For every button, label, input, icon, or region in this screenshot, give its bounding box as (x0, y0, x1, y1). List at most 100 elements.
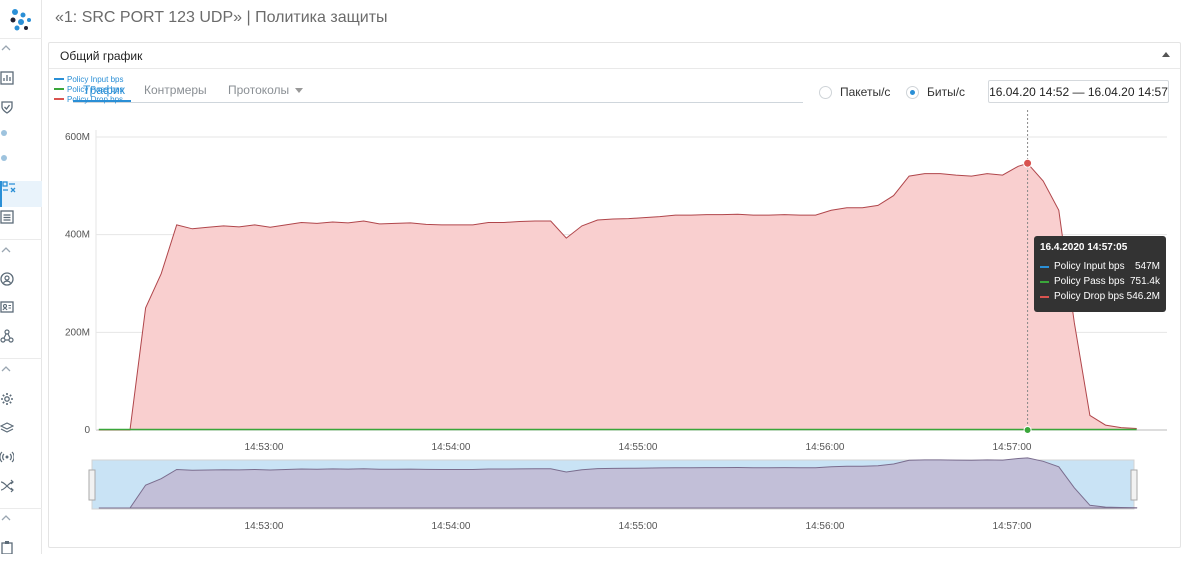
tooltip-series-name: Policy Input bps (1054, 261, 1125, 272)
sidebar-item-reports[interactable] (0, 540, 42, 566)
page-title: «1: SRC PORT 123 UDP» | Политика защиты (55, 9, 388, 26)
legend-label: Policy Drop bps (67, 94, 124, 104)
navigator-x-tick-label: 14:55:00 (619, 521, 658, 532)
collapse-section-button[interactable] (0, 512, 42, 538)
y-tick-label: 0 (84, 425, 90, 436)
collapse-section-button[interactable] (0, 363, 42, 389)
tab-protocols[interactable]: Протоколы (228, 83, 304, 97)
active-tab-indicator (73, 100, 131, 102)
list-icon (0, 210, 14, 224)
sidebar-item-list[interactable] (0, 210, 42, 236)
navigator-x-tick-label: 14:53:00 (245, 521, 284, 532)
radio-button[interactable] (819, 85, 832, 99)
x-tick-label: 14:56:00 (806, 442, 845, 453)
series-area-policy-drop (98, 163, 1137, 430)
id-card-icon (0, 301, 14, 313)
y-tick-label: 600M (65, 132, 90, 143)
sidebar-item-accounts[interactable] (0, 300, 42, 326)
traffic-chart[interactable]: 0 200M 400M 600M 14:53:00 14:54:00 14:55:00 14:… (0, 0, 1185, 554)
legend-swatch-input (54, 78, 64, 80)
y-tick-label: 400M (65, 230, 90, 241)
chevron-up-icon (1, 45, 11, 51)
radio-packets-label: Пакеты/с (840, 85, 891, 99)
tooltip-swatch (1040, 265, 1049, 268)
layers-icon (0, 422, 14, 433)
tooltip-series-name: Policy Drop bps (1054, 291, 1125, 302)
sidebar-item-sub-2[interactable] (0, 154, 42, 180)
routing-icon (0, 479, 14, 493)
gear-icon (1, 393, 13, 405)
sidebar-item-settings[interactable] (0, 392, 42, 418)
collapse-section-button[interactable] (0, 42, 42, 68)
navigator-handle-left[interactable] (88, 469, 96, 501)
dot-icon (1, 130, 7, 136)
tooltip-series-value: 546.2M (1126, 291, 1160, 302)
navigator-x-tick-label: 14:57:00 (993, 521, 1032, 532)
tooltip-series-value: 751.4k (1129, 276, 1160, 287)
legend-swatch-drop (54, 98, 64, 100)
x-tick-label: 14:53:00 (245, 442, 284, 453)
network-icon (0, 329, 14, 343)
navigator-x-tick-label: 14:56:00 (806, 521, 845, 532)
legend-swatch-pass (54, 88, 64, 90)
legend-item[interactable]: Policy Input bps (54, 74, 123, 84)
sidebar-item-routing[interactable] (0, 479, 42, 505)
tooltip-swatch (1040, 280, 1049, 283)
sidebar-item-protection[interactable] (0, 100, 42, 126)
sidebar-item-policies[interactable] (0, 181, 42, 207)
sidebar-item-layers[interactable] (0, 421, 42, 447)
tab-countermeasures[interactable]: Контрмеры (144, 83, 207, 97)
sidebar-item-broadcast[interactable] (0, 450, 42, 476)
panel-header[interactable]: Общий график (49, 43, 1180, 69)
shield-check-icon (1, 101, 13, 114)
chart-legend: Policy Input bps Policy Pass bps Policy … (54, 74, 123, 104)
x-tick-label: 14:54:00 (432, 442, 471, 453)
radio-bits-label: Биты/с (927, 85, 966, 99)
collapse-panel-icon[interactable] (1162, 52, 1170, 57)
policy-rules-icon (2, 181, 16, 193)
chevron-up-icon (1, 247, 11, 253)
legend-item[interactable]: Policy Drop bps (54, 94, 123, 104)
tab-traffic[interactable]: Трафик (83, 83, 125, 97)
date-range-picker[interactable]: 16.04.20 14:52 — 16.04.20 14:57 (988, 80, 1169, 103)
sidebar (0, 0, 42, 554)
tab-bar: Трафик Контрмеры Протоколы (73, 79, 803, 103)
tooltip-row: Policy Drop bps 546.2M (1040, 289, 1160, 304)
tooltip-row: Policy Input bps 547M (1040, 259, 1160, 274)
radio-packets[interactable]: Пакеты/с (819, 85, 890, 99)
y-tick-label: 200M (65, 327, 90, 338)
sidebar-item-users[interactable] (0, 272, 42, 298)
chevron-up-icon (1, 515, 11, 521)
legend-item[interactable]: Policy Pass bps (54, 84, 123, 94)
legend-label: Policy Pass bps (67, 84, 124, 94)
caret-down-icon (295, 88, 304, 94)
hover-point-pass (1023, 426, 1032, 434)
navigator-handle-right[interactable] (1130, 469, 1138, 501)
navigator-x-tick-label: 14:54:00 (432, 521, 471, 532)
sidebar-item-network[interactable] (0, 329, 42, 355)
sidebar-item-stats[interactable] (0, 71, 42, 97)
tooltip-series-name: Policy Pass bps (1054, 276, 1125, 287)
clipboard-icon (1, 541, 13, 554)
sidebar-item-sub-1[interactable] (0, 129, 42, 155)
radio-bits[interactable]: Биты/с (906, 85, 965, 99)
chart-tooltip: 16.4.2020 14:57:05 Policy Input bps 547M… (1034, 236, 1166, 312)
tooltip-title: 16.4.2020 14:57:05 (1040, 242, 1128, 253)
tab-protocols-label: Протоколы (228, 83, 290, 97)
tooltip-row: Policy Pass bps 751.4k (1040, 274, 1160, 289)
tooltip-series-value: 547M (1134, 261, 1160, 272)
user-circle-icon (0, 272, 14, 286)
app-logo-icon[interactable] (9, 8, 33, 32)
navigator-series-area (98, 457, 1138, 509)
tooltip-swatch (1040, 295, 1049, 298)
dot-icon (1, 155, 7, 161)
x-tick-label: 14:55:00 (619, 442, 658, 453)
chart-icon (0, 71, 14, 85)
panel-title: Общий график (60, 48, 143, 63)
radio-button-selected[interactable] (906, 85, 919, 99)
collapse-section-button[interactable] (0, 244, 42, 270)
chevron-up-icon (1, 366, 11, 372)
chart-panel: Общий график Трафик Контрмеры Протоколы … (48, 42, 1181, 548)
legend-label: Policy Input bps (67, 74, 124, 84)
series-line-policy-drop[interactable] (98, 162, 1137, 431)
